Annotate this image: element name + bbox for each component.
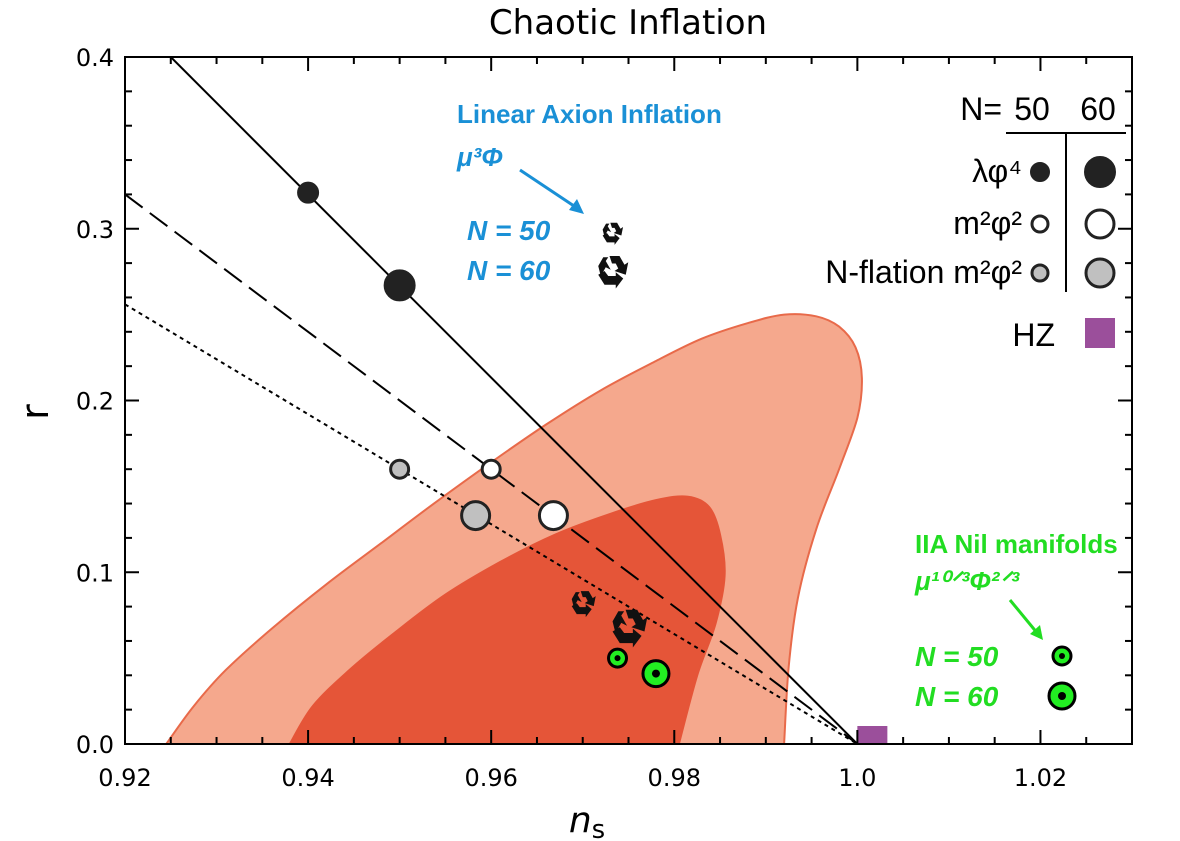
trajectory-line-dotted (125, 303, 858, 744)
x-tick-label: 0.92 (98, 764, 151, 792)
x-axis-label-main: n (569, 800, 592, 841)
data-point-series-0 (297, 181, 320, 204)
axion-annotation-formula: μ³Φ (456, 142, 503, 172)
legend-header: N= (960, 91, 1002, 127)
axion-arrow (519, 168, 581, 212)
trajectory-line-solid (170, 57, 859, 744)
y-tick-label: 0.4 (76, 44, 114, 72)
y-tick-label: 0.3 (76, 216, 114, 244)
legend-row-hz: HZ (1012, 317, 1055, 353)
legend-n50: 50 (1014, 91, 1050, 127)
trajectory-line-dashed (125, 193, 858, 744)
nil-arrowhead (1030, 625, 1043, 640)
legend: N= 50 60 λφ⁴ m²φ² N-flation m²φ² HZ (825, 91, 1126, 353)
nil-legend-n50-dot (1059, 653, 1065, 659)
data-point-series-1 (480, 458, 502, 480)
legend-n60: 60 (1080, 91, 1116, 127)
x-tick-label: 0.94 (281, 764, 334, 792)
contour-inner (288, 495, 726, 744)
nil-n50-label: N = 50 (915, 641, 999, 672)
legend-nflation-n60-marker (1084, 257, 1116, 289)
legend-nflation-n50-marker (1030, 263, 1050, 283)
data-point-series-2 (460, 500, 492, 532)
y-axis-label: r (13, 404, 57, 420)
nil-arrow (1008, 599, 1040, 635)
data-point-series-2 (389, 458, 411, 480)
x-tick-label: 1.0 (838, 764, 876, 792)
data-point-center-dot (614, 655, 621, 662)
nil-annotation-formula: μ¹⁰ᐟ³Φ²ᐟ³ (914, 566, 1020, 596)
legend-m2-n50-marker (1030, 214, 1050, 234)
x-axis-label: ns (569, 800, 605, 841)
data-point-center-dot (651, 669, 660, 678)
legend-row-lambda-phi4: λφ⁴ (972, 153, 1022, 189)
y-tick-label: 0.2 (76, 388, 114, 416)
nil-legend-n60-dot (1058, 692, 1066, 700)
x-tick-label: 0.96 (464, 764, 517, 792)
axion-n60-label: N = 60 (467, 255, 551, 286)
axion-arrowhead (569, 199, 584, 214)
hz-point (857, 726, 888, 744)
y-tick-label: 0.1 (76, 559, 114, 587)
x-axis-label-sub: s (592, 815, 606, 841)
nil-annotation-title: IIA Nil manifolds (915, 529, 1118, 559)
x-tick-label: 0.98 (648, 764, 701, 792)
legend-m2-n60-marker (1084, 208, 1116, 240)
data-point-series-1 (537, 500, 569, 532)
legend-row-m2phi2: m²φ² (953, 205, 1022, 241)
x-tick-label: 1.02 (1014, 764, 1067, 792)
axion-annotation-title: Linear Axion Inflation (457, 99, 722, 129)
legend-hz-marker (1085, 318, 1115, 348)
axion-n50-label: N = 50 (467, 215, 551, 246)
nil-n60-label: N = 60 (915, 681, 999, 712)
legend-lambda-n50-marker (1030, 162, 1050, 182)
chart-title: Chaotic Inflation (489, 3, 767, 43)
data-point-series-0 (383, 269, 416, 302)
y-tick-label: 0.0 (76, 731, 114, 759)
legend-lambda-n60-marker (1084, 156, 1116, 188)
legend-row-nflation: N-flation m²φ² (825, 254, 1022, 290)
